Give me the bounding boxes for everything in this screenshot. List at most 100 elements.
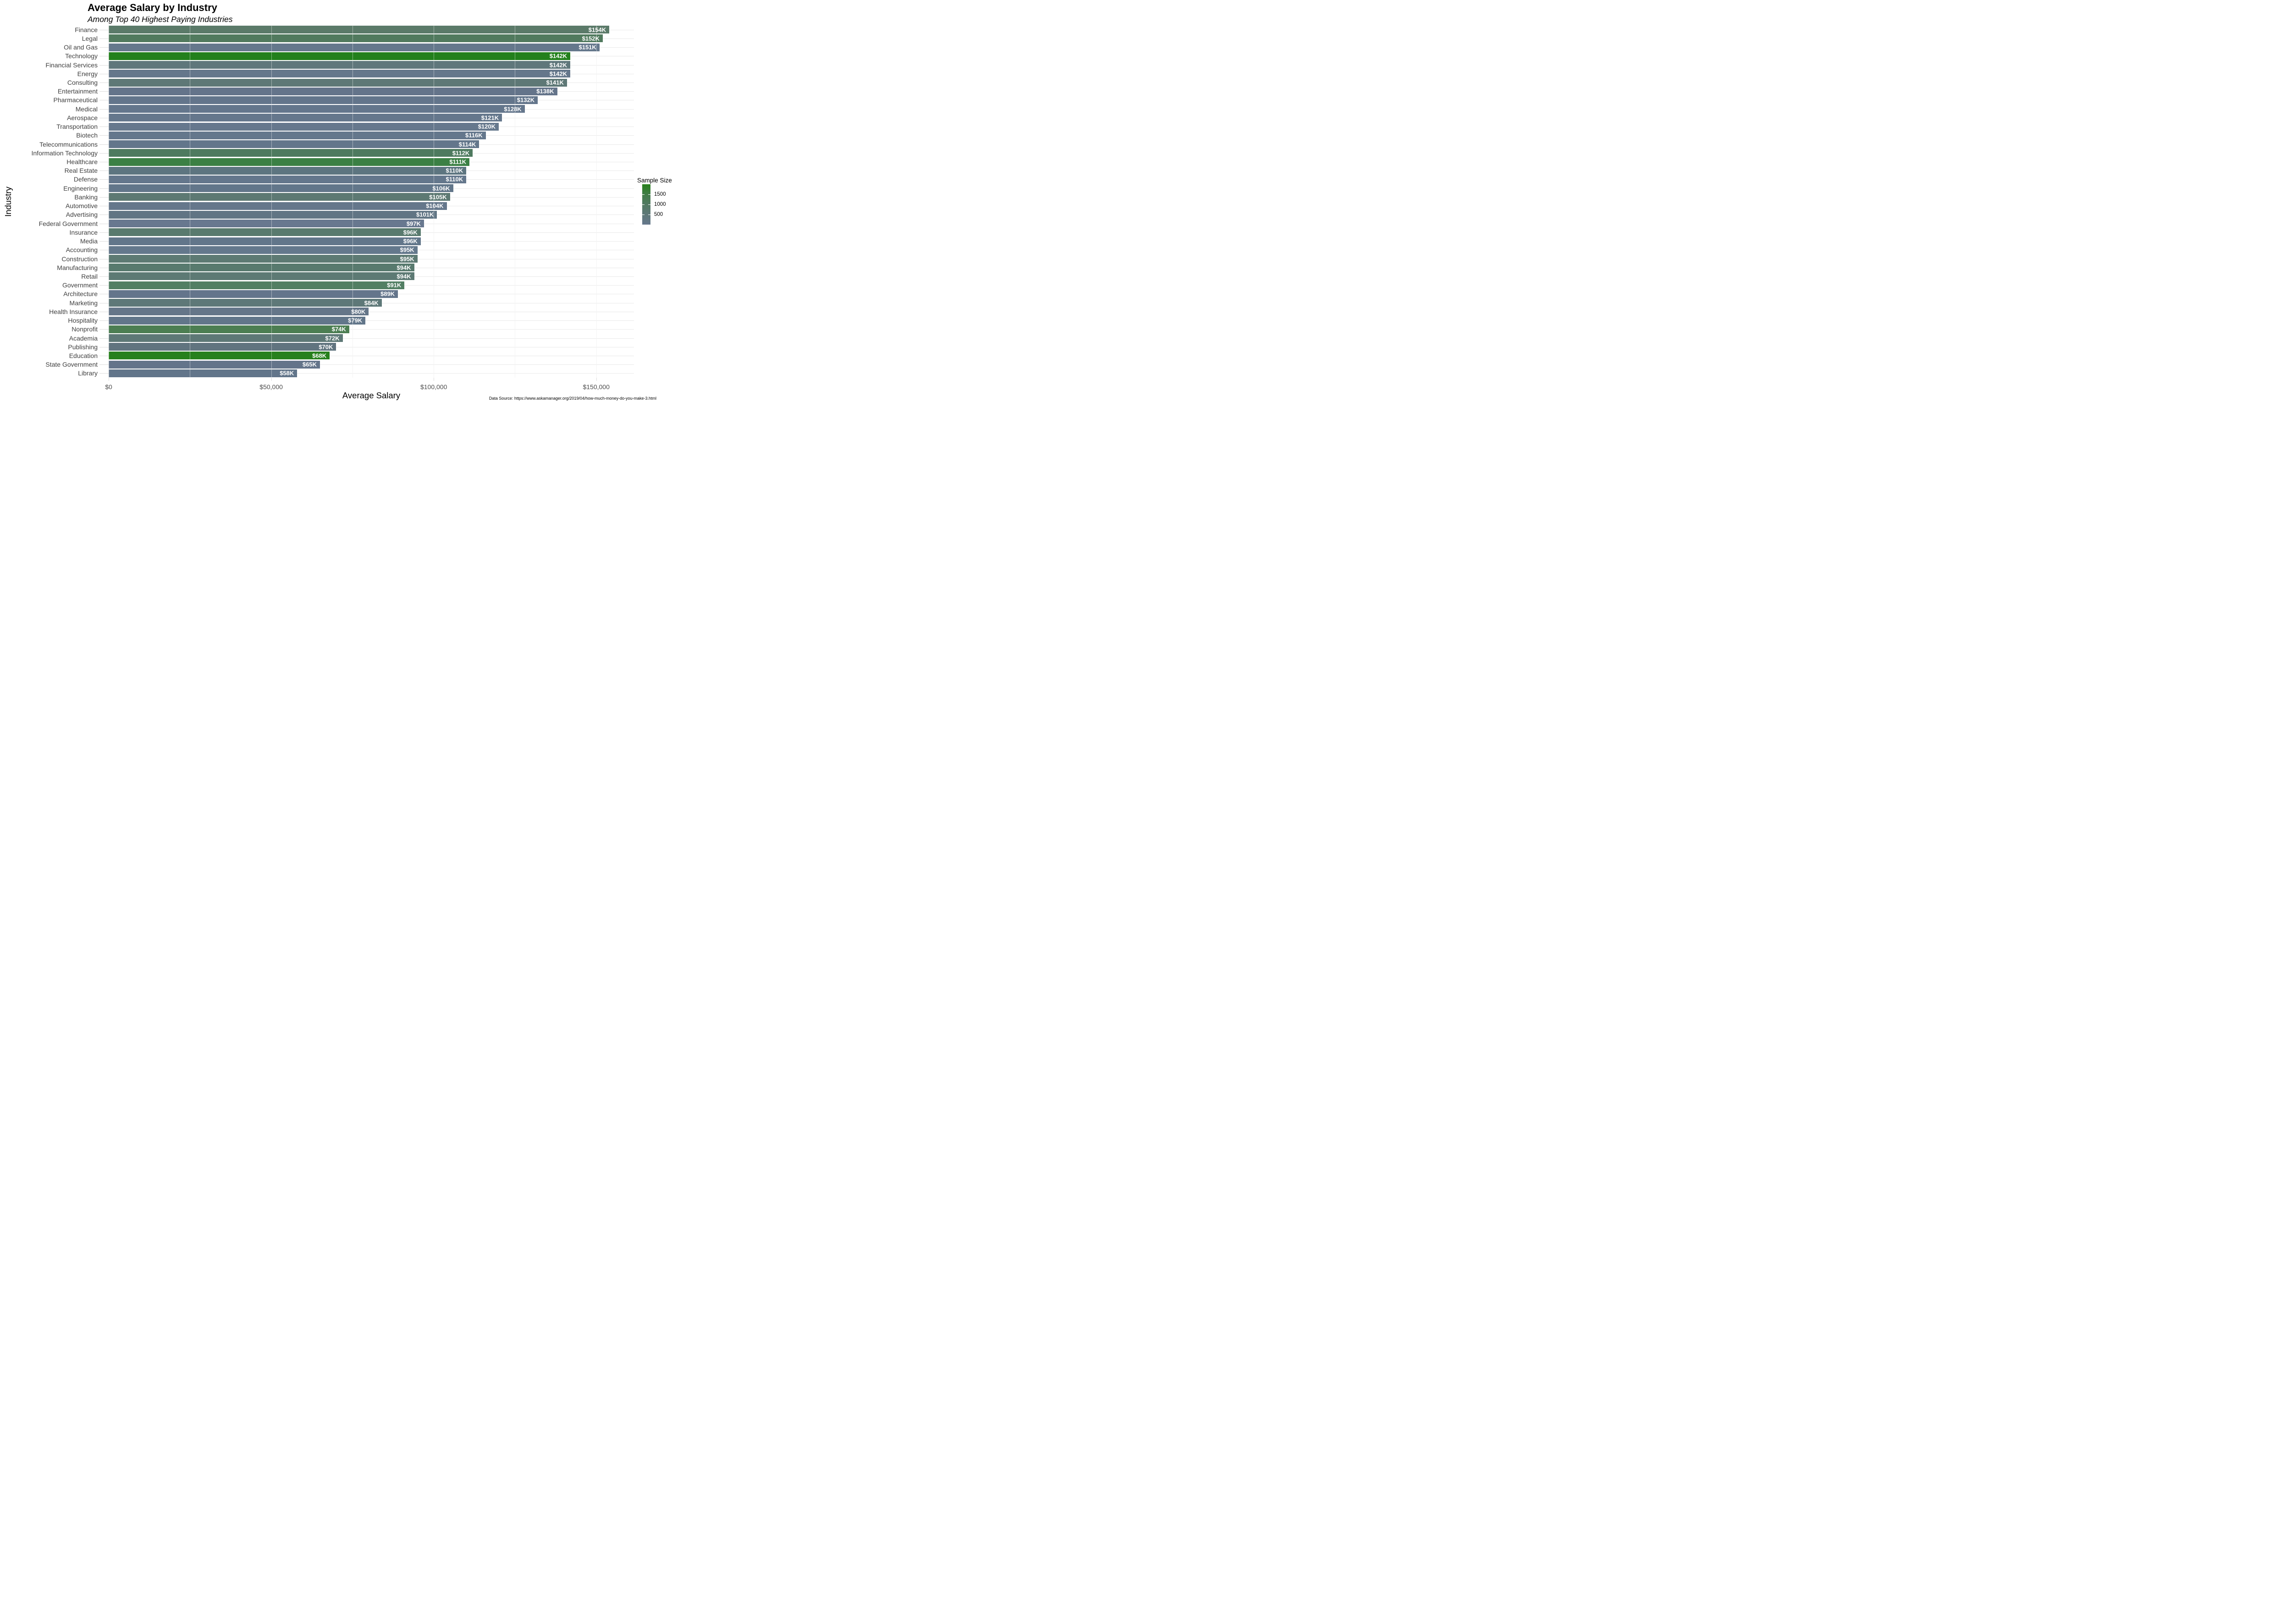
chart-figure: { "chart_data": { "type": "bar", "orient… (0, 0, 677, 406)
y-axis-tick (99, 153, 109, 154)
bar: $114K (109, 140, 479, 148)
y-axis-label: Insurance (69, 228, 98, 236)
bar-value-label: $151K (579, 44, 596, 51)
y-axis-tick (99, 241, 109, 242)
bar-value-label: $106K (432, 185, 450, 192)
bar-value-label: $111K (449, 158, 467, 165)
y-axis-label: Manufacturing (57, 264, 98, 271)
bar: $70K (109, 343, 336, 351)
bar: $96K (109, 237, 421, 245)
vertical-gridline-overlay (271, 25, 272, 378)
y-axis-label: Energy (77, 70, 98, 77)
x-axis-tick-label: $150,000 (583, 383, 610, 391)
bar: $89K (109, 290, 398, 298)
y-axis-label: Marketing (69, 299, 98, 307)
y-axis-tick (99, 109, 109, 110)
y-axis-tick (99, 276, 109, 277)
bar-value-label: $152K (582, 35, 600, 42)
x-axis-tick (596, 378, 597, 381)
bar-value-label: $74K (331, 325, 346, 333)
y-axis-label: Medical (75, 105, 98, 113)
bar-value-label: $112K (452, 149, 470, 157)
horizontal-gridline (109, 320, 634, 321)
bar-value-label: $72K (325, 335, 340, 341)
chart-title: Average Salary by Industry (88, 2, 217, 13)
bar: $94K (109, 272, 414, 281)
y-axis-label: Health Insurance (49, 308, 98, 315)
plot-panel: $154K $152K $151K $142K $142K $142K $141K $138K… (109, 25, 634, 378)
y-axis-label: Publishing (68, 343, 98, 351)
horizontal-gridline (109, 329, 634, 330)
bar: $58K (109, 369, 298, 377)
bar: $152K (109, 34, 603, 43)
bar: $142K (109, 61, 570, 69)
horizontal-gridline (109, 338, 634, 339)
x-axis-title: Average Salary (342, 391, 401, 400)
x-axis-tick-label: $100,000 (420, 383, 447, 391)
legend-tick (648, 194, 650, 195)
y-axis-label: Automotive (65, 202, 98, 210)
bar: $128K (109, 105, 525, 113)
y-axis-tick (99, 320, 109, 321)
legend-tick (642, 204, 645, 205)
y-axis-label: Defense (73, 176, 98, 183)
bar: $110K (109, 166, 467, 175)
y-axis-label: Accounting (66, 246, 98, 254)
y-axis-labels: Finance Legal Oil and Gas Technology Financi… (0, 25, 98, 378)
y-axis-label: Nonprofit (72, 325, 98, 333)
bar: $121K (109, 114, 502, 122)
bar-value-label: $91K (387, 281, 402, 289)
y-axis-label: Technology (65, 52, 98, 60)
legend-tick-label: 1000 (654, 202, 666, 207)
y-axis-label: Transportation (56, 123, 98, 131)
bar-value-label: $132K (517, 96, 535, 104)
y-axis-label: Banking (74, 193, 98, 201)
bar-value-label: $154K (588, 26, 606, 33)
y-axis-label: State Government (45, 361, 98, 369)
bar: $138K (109, 87, 557, 95)
bar: $105K (109, 193, 450, 201)
bar-value-label: $110K (446, 167, 463, 174)
bar: $72K (109, 334, 343, 342)
y-axis-tick (99, 338, 109, 339)
bar: $141K (109, 78, 567, 87)
bar-value-label: $120K (478, 123, 496, 130)
y-axis-label: Federal Government (39, 220, 98, 227)
bar: $68K (109, 352, 330, 360)
bar-value-label: $141K (546, 79, 564, 86)
bar: $95K (109, 246, 418, 254)
y-axis-label: Consulting (67, 79, 98, 86)
bar-value-label: $142K (549, 52, 567, 60)
bar-value-label: $96K (403, 237, 418, 245)
y-axis-label: Government (62, 281, 98, 289)
horizontal-gridline (109, 373, 634, 374)
bar: $96K (109, 228, 421, 237)
legend-title: Sample Size (637, 177, 672, 184)
bar-value-label: $84K (364, 299, 379, 307)
y-axis-label: Construction (61, 255, 98, 263)
bar-value-label: $110K (446, 176, 463, 183)
bar: $106K (109, 184, 453, 193)
bar: $101K (109, 210, 437, 219)
bar: $110K (109, 175, 467, 183)
legend-tick-label: 1500 (654, 192, 666, 197)
y-axis-label: Retail (81, 272, 98, 280)
y-axis-label: Biotech (76, 132, 98, 139)
y-axis-label: Education (69, 352, 98, 359)
bar: $132K (109, 96, 538, 104)
y-axis-label: Real Estate (64, 167, 98, 175)
bar-value-label: $94K (397, 264, 411, 271)
bar: $65K (109, 360, 320, 369)
bar-value-label: $142K (549, 70, 567, 77)
y-axis-label: Engineering (63, 184, 98, 192)
chart-subtitle: Among Top 40 Highest Paying Industries (88, 15, 233, 24)
x-axis-tick-label: $0 (105, 383, 112, 391)
bar: $91K (109, 281, 405, 289)
bar-value-label: $101K (416, 211, 434, 218)
y-axis-label: Information Technology (31, 149, 98, 157)
y-axis-label: Healthcare (66, 158, 98, 165)
y-axis-label: Entertainment (57, 88, 98, 95)
bar-value-label: $104K (426, 202, 444, 209)
bar-value-label: $96K (403, 229, 418, 236)
bar: $151K (109, 43, 600, 51)
